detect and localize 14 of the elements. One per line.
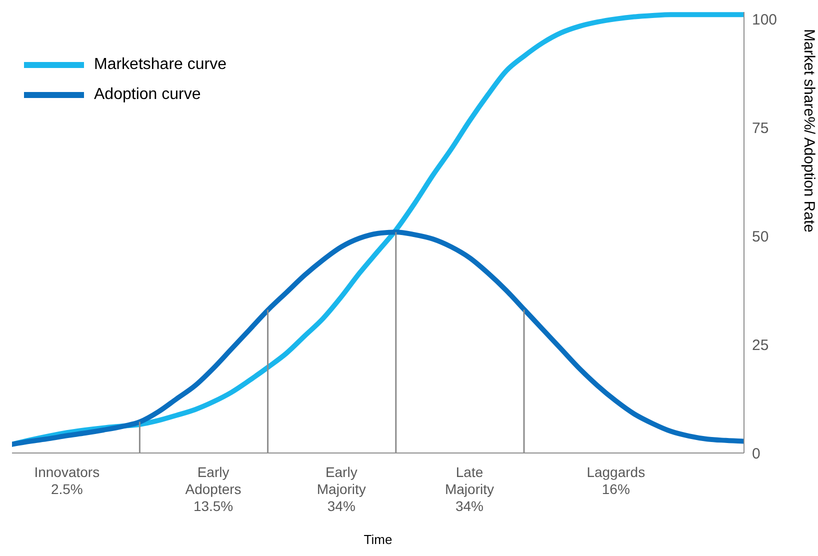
x-tick-label: Early Majority 34% [316,464,366,514]
x-tick-label: Laggards 16% [586,464,646,497]
x-axis-title: Time [364,532,392,547]
y-tick-label: 25 [752,336,769,354]
x-tick-label: Innovators 2.5% [34,464,100,497]
y-tick-label: 50 [752,228,769,246]
x-tick-label: Early Adopters 13.5% [185,464,242,514]
y-tick-label: 75 [752,120,769,137]
y-axis-title: Market share%/ Adoption Rate [800,29,818,232]
legend-label: Adoption curve [94,86,201,104]
y-tick-label: 100 [752,11,778,28]
y-tick-label: 0 [752,445,760,462]
x-tick-label: Late Majority 34% [444,464,494,514]
legend-label: Marketshare curve [94,56,226,74]
